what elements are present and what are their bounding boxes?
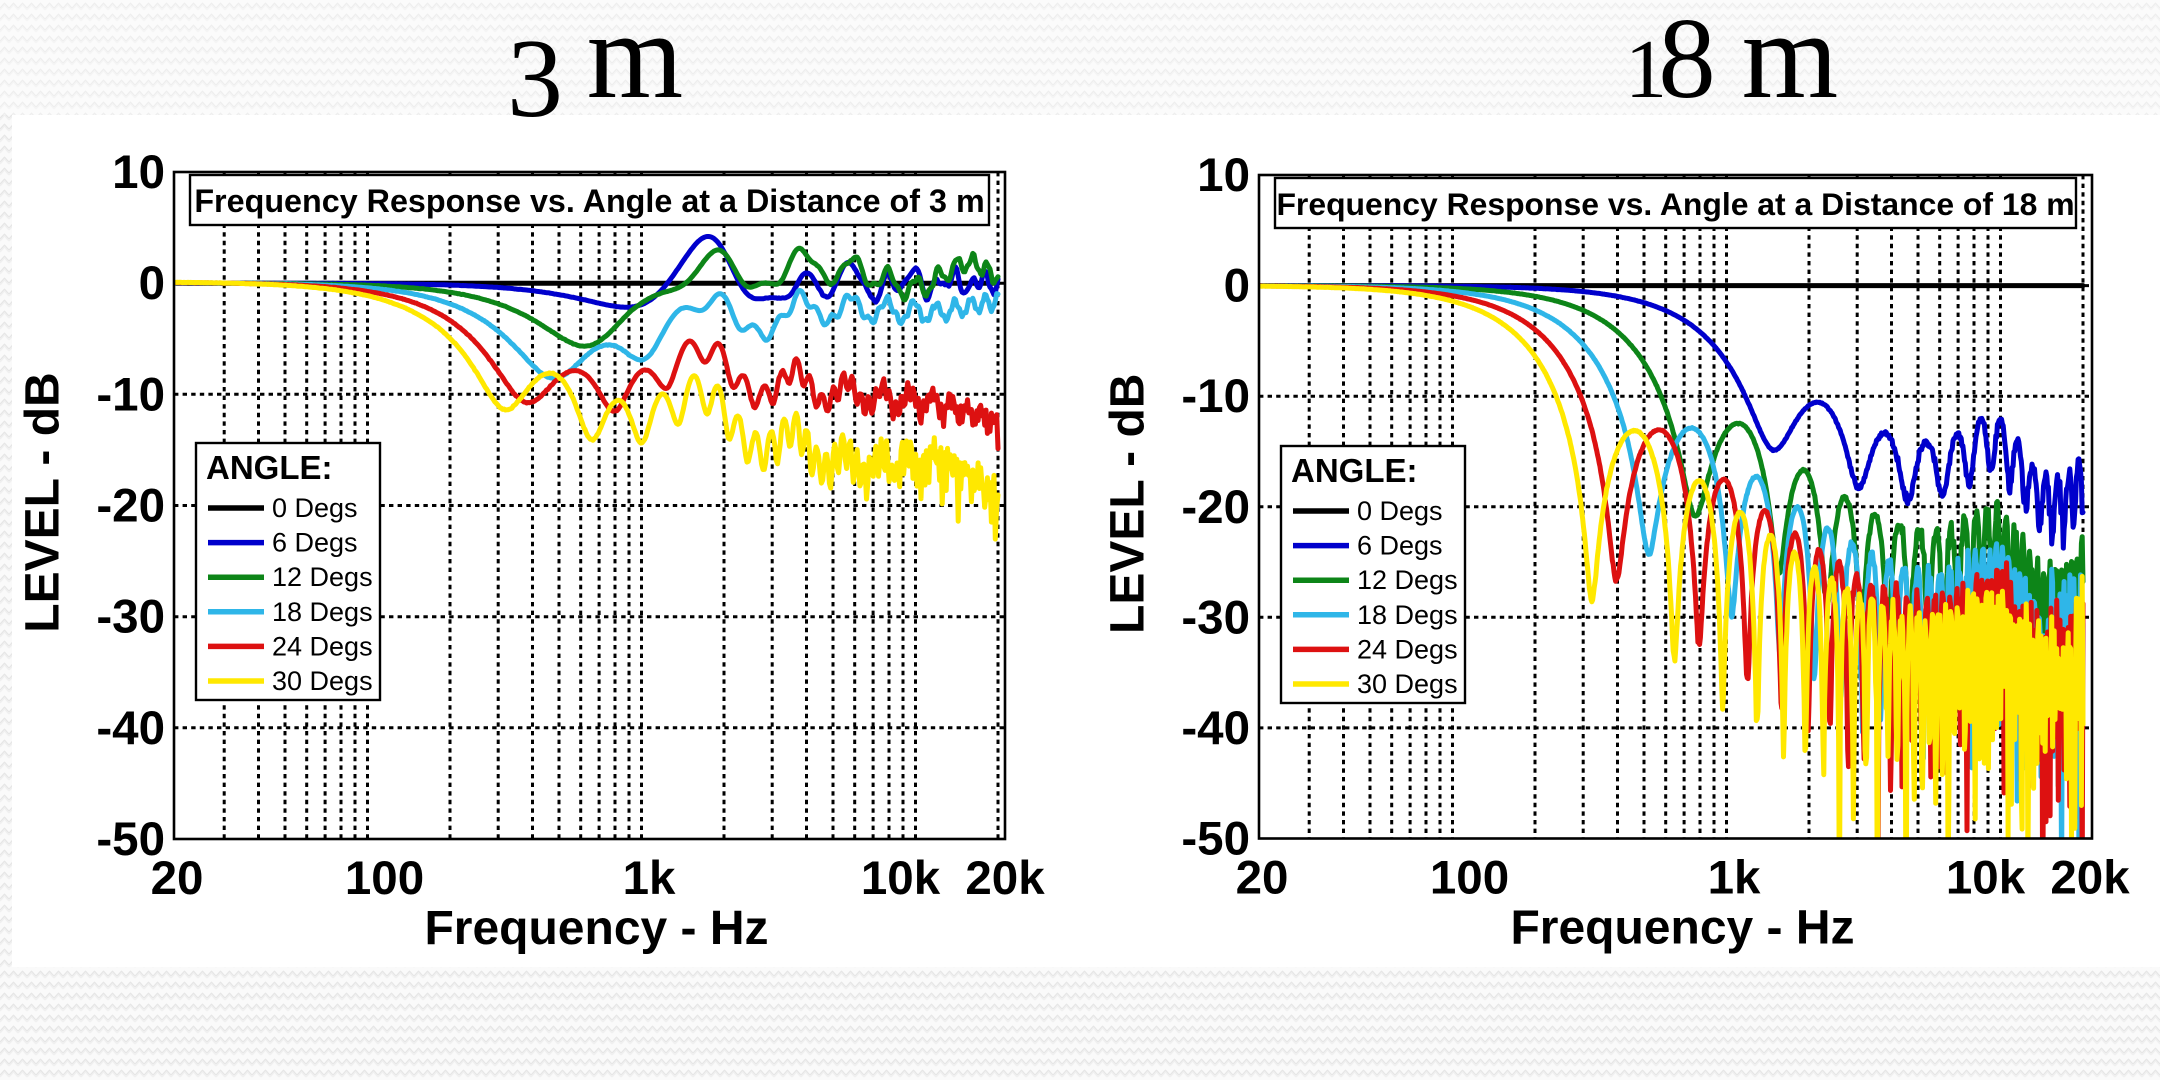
svg-text:6 Degs: 6 Degs xyxy=(272,528,358,558)
svg-text:30 Degs: 30 Degs xyxy=(272,666,373,696)
svg-text:-30: -30 xyxy=(96,591,165,644)
svg-text:0 Degs: 0 Degs xyxy=(1357,496,1443,526)
svg-text:0: 0 xyxy=(1224,260,1250,313)
svg-text:-10: -10 xyxy=(96,368,165,421)
svg-text:-40: -40 xyxy=(96,702,165,755)
svg-text:ANGLE:: ANGLE: xyxy=(206,449,333,486)
svg-text:Frequency - Hz: Frequency - Hz xyxy=(1510,902,1854,955)
svg-text:10: 10 xyxy=(1197,149,1250,202)
svg-text:Frequency Response vs. Angle a: Frequency Response vs. Angle at a Distan… xyxy=(194,183,984,219)
svg-text:-10: -10 xyxy=(1181,370,1250,423)
svg-text:30 Degs: 30 Degs xyxy=(1357,669,1458,699)
svg-text:18 Degs: 18 Degs xyxy=(1357,600,1458,630)
svg-text:10k: 10k xyxy=(861,852,941,905)
svg-text:-50: -50 xyxy=(96,813,165,866)
svg-text:-30: -30 xyxy=(1181,591,1250,644)
svg-text:18 Degs: 18 Degs xyxy=(272,597,373,627)
svg-text:-20: -20 xyxy=(96,480,165,533)
svg-text:1k: 1k xyxy=(623,852,676,905)
svg-text:0: 0 xyxy=(139,257,165,310)
svg-text:Frequency - Hz: Frequency - Hz xyxy=(424,902,768,955)
svg-text:ANGLE:: ANGLE: xyxy=(1291,452,1418,489)
svg-text:1: 1 xyxy=(1625,23,1667,116)
svg-text:24 Degs: 24 Degs xyxy=(1357,634,1458,664)
svg-text:-20: -20 xyxy=(1181,481,1250,534)
svg-text:12 Degs: 12 Degs xyxy=(1357,565,1458,595)
svg-text:12 Degs: 12 Degs xyxy=(272,562,373,592)
svg-text:m: m xyxy=(587,0,683,124)
svg-text:-50: -50 xyxy=(1181,813,1250,866)
svg-text:20: 20 xyxy=(1236,852,1289,905)
svg-text:8: 8 xyxy=(1658,0,1716,122)
svg-text:LEVEL - dB: LEVEL - dB xyxy=(17,372,70,632)
svg-text:20: 20 xyxy=(151,852,204,905)
svg-text:100: 100 xyxy=(1430,852,1509,905)
svg-text:24 Degs: 24 Degs xyxy=(272,631,373,661)
svg-text:3: 3 xyxy=(507,17,563,141)
svg-text:m: m xyxy=(1742,0,1838,124)
svg-text:-40: -40 xyxy=(1181,702,1250,755)
svg-text:100: 100 xyxy=(345,852,424,905)
svg-text:20k: 20k xyxy=(2050,852,2130,905)
svg-text:Frequency Response vs. Angle a: Frequency Response vs. Angle at a Distan… xyxy=(1276,186,2074,222)
svg-text:0 Degs: 0 Degs xyxy=(272,493,358,523)
svg-text:6 Degs: 6 Degs xyxy=(1357,531,1443,561)
svg-text:LEVEL - dB: LEVEL - dB xyxy=(1102,374,1155,634)
svg-text:10: 10 xyxy=(112,146,165,199)
svg-text:20k: 20k xyxy=(965,852,1045,905)
svg-text:1k: 1k xyxy=(1708,852,1761,905)
svg-text:10k: 10k xyxy=(1946,852,2026,905)
